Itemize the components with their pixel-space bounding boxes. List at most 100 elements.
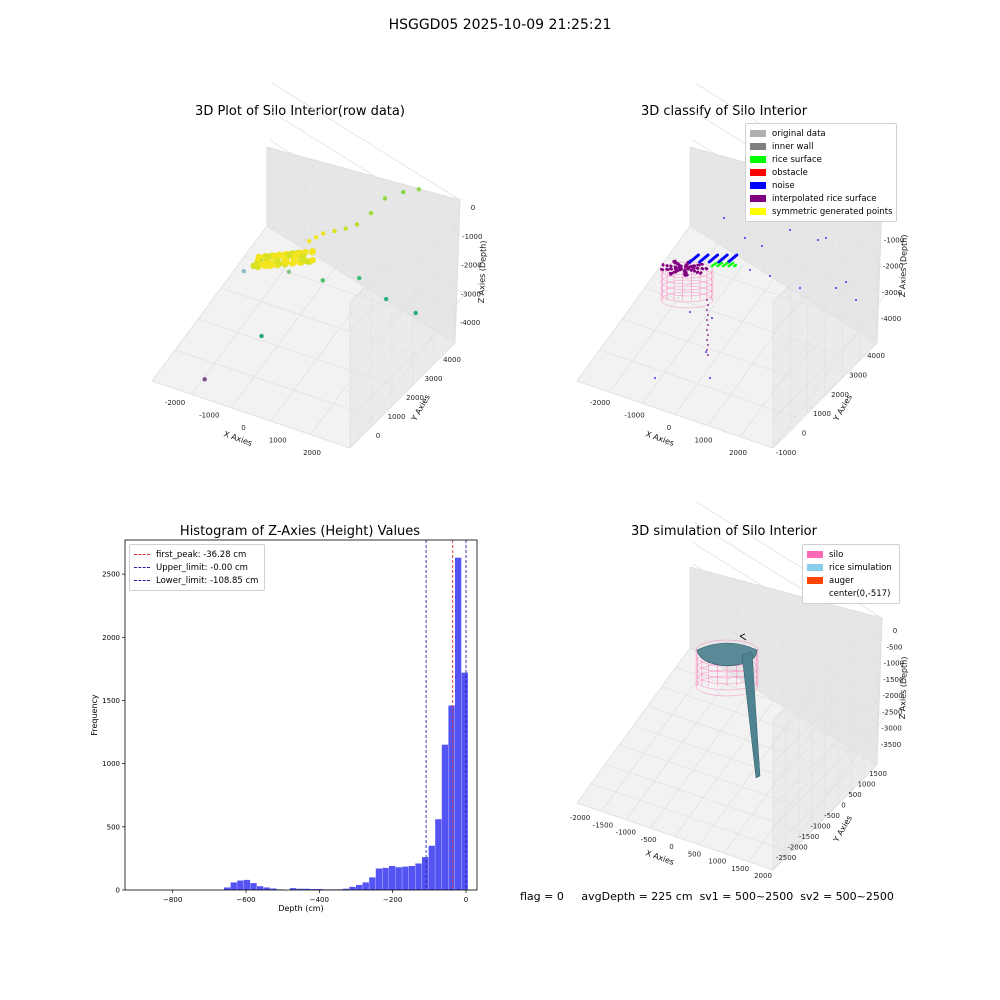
data-point (357, 275, 362, 281)
legend-swatch (807, 590, 823, 597)
interpolated-point (696, 267, 700, 270)
legend-swatch (750, 156, 766, 163)
interpolated-point (677, 265, 681, 269)
x-axis-label: X Axies (644, 429, 675, 448)
histogram-bar (349, 886, 356, 890)
wall-grid-line (349, 196, 456, 303)
legend-label: silo (829, 549, 844, 560)
x-tick-label: 1000 (695, 437, 713, 445)
histogram-bar (408, 865, 416, 890)
interpolated-point (683, 265, 687, 269)
interpolated-point (707, 354, 709, 356)
legend-label: rice simulation (829, 562, 892, 573)
legend-item-original-data: original data (750, 127, 892, 140)
x-tick-label: -500 (641, 836, 657, 844)
interpolated-point (707, 324, 709, 326)
z-axis-label: Z Axies (Depth) (477, 240, 488, 303)
floor-grid-line (642, 248, 756, 404)
y-tick-label: 1500 (869, 770, 887, 778)
interpolated-point (686, 267, 690, 271)
x-tick-label: 0 (241, 424, 245, 432)
data-point (343, 226, 348, 231)
legend-item-center: center(0,-517) (807, 587, 895, 600)
floor-grid-line (609, 236, 723, 393)
wall-grid-line (269, 139, 459, 258)
classify-legend: original data inner wall rice surface ob… (745, 123, 897, 222)
interpolated-point (692, 267, 696, 270)
interpolated-point (701, 267, 705, 271)
legend-label: Upper_limit: -0.00 cm (156, 562, 248, 573)
legend-label: rice surface (772, 154, 822, 165)
x-tick-label: −800 (163, 896, 182, 904)
rice-surface-point (734, 263, 738, 267)
interpolated-point (674, 269, 678, 273)
legend-label: center(0,-517) (829, 588, 891, 599)
z-tick-label: -3500 (881, 741, 901, 749)
x-tick-label: 1000 (269, 437, 287, 445)
wall-grid-line (690, 197, 879, 315)
interpolated-point (668, 271, 672, 275)
rice-surface-point (731, 261, 735, 265)
histogram-legend: first_peak: -36.28 cm Upper_limit: -0.00… (129, 544, 265, 591)
histogram-bar (237, 880, 244, 890)
z-tick-label: 0 (893, 627, 897, 635)
z-tick-label: -2000 (883, 692, 903, 700)
status-footer: flag = 0 avgDepth = 225 cm sv1 = 500~250… (520, 890, 894, 903)
histogram-bar (290, 888, 297, 890)
silo-mesh (660, 261, 714, 309)
panel1-3d-scatter: -2000 -1000 0 1000 2000 0 1000 2000 3000 4000 0 -10… (151, 82, 488, 457)
floor-grid-line (707, 270, 821, 426)
cluster-point (299, 252, 307, 260)
y-tick-label: 4000 (867, 352, 885, 360)
noise-point (725, 253, 729, 257)
interpolated-point (706, 309, 708, 311)
legend-line (134, 580, 150, 581)
y-tick-label: -2000 (787, 844, 807, 852)
histogram-bar (448, 705, 455, 890)
interpolated-point (707, 344, 709, 346)
histogram-bar (257, 886, 264, 890)
x-tick-label: 1500 (731, 865, 749, 873)
legend-swatch (750, 169, 766, 176)
y-tick-label: 3000 (849, 371, 867, 379)
cluster-point (266, 259, 273, 266)
histogram-bar (224, 887, 231, 890)
interpolated-point (699, 271, 702, 275)
z-tick-label: -4000 (460, 319, 480, 327)
sv2-text: sv2 = 500~2500 (800, 890, 894, 903)
legend-item-auger: auger (807, 574, 895, 587)
noise-point (716, 253, 720, 257)
simulation-legend: silo rice simulation auger center(0,-517… (802, 544, 900, 604)
histogram-bar (428, 845, 435, 890)
y-tick-label: 1000 (858, 781, 876, 789)
data-point (382, 196, 388, 201)
legend-line (134, 567, 150, 568)
noise-point (769, 275, 771, 277)
interpolated-point (706, 299, 708, 301)
y-tick-label: 500 (107, 823, 120, 831)
interpolated-point (693, 264, 697, 268)
floor-grid-line (674, 681, 789, 837)
noise-point (761, 245, 763, 247)
y-tick-label: -1000 (810, 823, 830, 831)
x-tick-label: -2000 (590, 399, 610, 407)
wall-grid-line (349, 225, 456, 332)
legend-label: first_peak: -36.28 cm (156, 549, 247, 560)
floor-grid-line (740, 281, 854, 438)
data-point (307, 239, 312, 244)
y-tick-label: 1500 (102, 697, 120, 705)
y-tick-label: 1000 (388, 413, 406, 421)
interpolated-point (706, 329, 708, 331)
legend-item-upper-limit: Upper_limit: -0.00 cm (134, 561, 260, 574)
data-point (259, 333, 264, 339)
z-tick-label: -2500 (882, 708, 902, 716)
interpolated-point (707, 314, 709, 316)
legend-item-lower-limit: Lower_limit: -108.85 cm (134, 574, 260, 587)
legend-swatch (750, 208, 766, 215)
wall-grid-line (270, 111, 460, 229)
y-tick-label: 0 (376, 432, 380, 440)
wall-grid-line (267, 197, 457, 315)
z-tick-label: -3000 (882, 289, 902, 297)
z-tick-label: 0 (471, 204, 475, 212)
noise-point (689, 311, 691, 313)
